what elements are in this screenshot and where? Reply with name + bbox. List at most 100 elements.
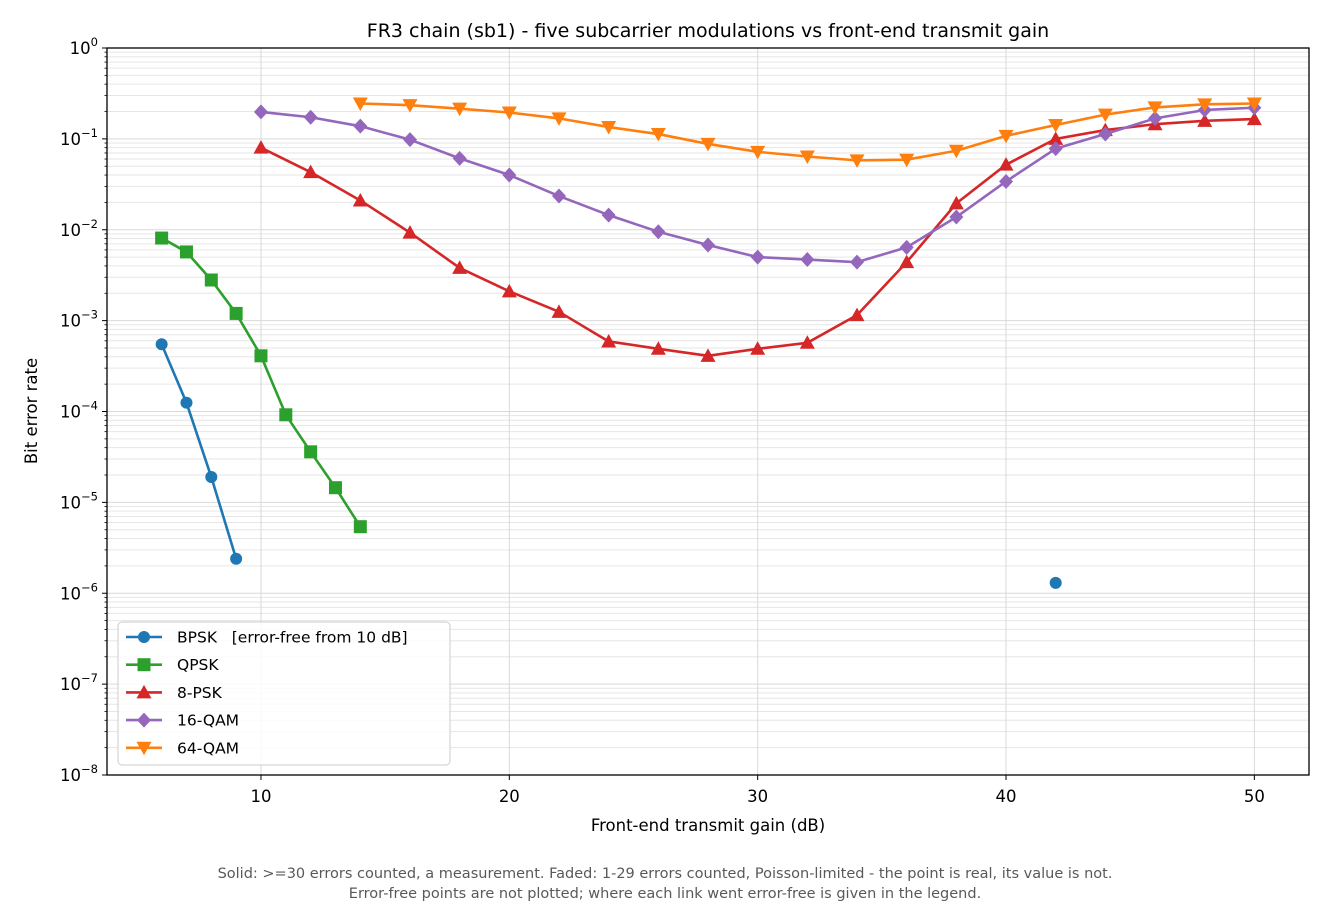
data-point <box>328 481 342 495</box>
data-point <box>999 173 1014 189</box>
data-point <box>800 252 815 268</box>
data-point <box>179 245 193 259</box>
series-line <box>160 343 238 560</box>
data-point <box>1048 131 1064 145</box>
series-square <box>155 231 367 534</box>
data-point <box>452 102 468 117</box>
data-point <box>650 341 666 355</box>
series-group <box>155 97 1262 589</box>
x-tick-label: 20 <box>499 787 520 806</box>
series-triangle-down <box>352 97 1262 168</box>
legend-item: QPSK <box>126 656 219 674</box>
x-tick-label: 50 <box>1244 787 1265 806</box>
caption-line-1: Solid: >=30 errors counted, a measuremen… <box>217 866 1113 882</box>
data-point <box>1197 98 1213 112</box>
data-point <box>1197 113 1213 127</box>
data-point <box>230 552 243 565</box>
y-tick-label: 10−4 <box>60 399 98 422</box>
legend-label: 16-QAM <box>177 712 239 730</box>
data-point <box>353 520 367 534</box>
y-axis-label: Bit error rate <box>22 358 41 464</box>
legend-label: 64-QAM <box>177 739 239 757</box>
legend-label: QPSK <box>177 656 219 674</box>
x-tick-label: 40 <box>996 787 1017 806</box>
x-axis-label: Front-end transmit gain (dB) <box>591 816 825 835</box>
data-point <box>180 396 193 409</box>
ber-chart: FR3 chain (sb1) - five subcarrier modula… <box>22 20 1310 835</box>
data-point <box>155 338 168 351</box>
data-point <box>799 150 815 164</box>
caption-line-2: Error-free points are not plotted; where… <box>348 886 982 902</box>
data-point <box>304 445 318 459</box>
data-point <box>1246 97 1262 112</box>
data-point <box>948 144 964 159</box>
y-tick-label: 100 <box>70 35 98 58</box>
data-point <box>205 471 218 484</box>
data-point <box>899 239 914 255</box>
data-point <box>1048 141 1063 157</box>
data-point <box>303 164 319 179</box>
legend-marker <box>138 631 150 643</box>
legend-marker <box>137 712 151 728</box>
data-point <box>501 283 517 298</box>
data-point <box>1097 108 1113 123</box>
data-point <box>601 121 617 135</box>
data-point <box>253 104 268 120</box>
y-tick-label: 10−6 <box>60 580 98 603</box>
legend-item: 8-PSK <box>126 684 223 702</box>
data-point <box>1049 576 1062 589</box>
data-point <box>502 167 517 183</box>
data-point <box>452 150 467 166</box>
data-point <box>701 237 715 253</box>
data-point <box>948 195 964 210</box>
data-point <box>352 192 368 207</box>
data-point <box>551 304 567 318</box>
x-tick-label: 30 <box>747 787 768 806</box>
data-point <box>204 273 218 287</box>
series-diamond <box>253 100 1262 270</box>
data-point <box>501 106 517 121</box>
data-point <box>651 224 666 240</box>
data-point <box>155 231 169 245</box>
data-point <box>254 349 268 363</box>
y-tick-label: 10−2 <box>60 217 98 240</box>
axes: 100 10−1 10−2 10−3 10−4 10−5 10−6 10−7 10−8 10 20 3… <box>60 35 1265 806</box>
data-point <box>750 145 766 160</box>
data-point <box>1098 126 1113 142</box>
legend-marker <box>137 658 151 672</box>
legend-marker <box>136 684 152 699</box>
data-point <box>601 333 617 348</box>
data-point <box>700 348 716 362</box>
data-point <box>229 306 243 320</box>
data-point <box>1148 110 1163 126</box>
legend-item: 64-QAM <box>126 739 239 757</box>
data-point <box>750 249 765 265</box>
legend: BPSK [error-free from 10 dB] QPSK 8-PSK 16-… <box>117 621 451 766</box>
data-point <box>998 157 1014 171</box>
data-point <box>1048 119 1064 133</box>
data-point <box>253 140 269 154</box>
legend-marker <box>136 741 152 756</box>
legend-label: BPSK [error-free from 10 dB] <box>177 629 408 647</box>
data-point <box>799 335 815 349</box>
y-tick-label: 10−1 <box>60 126 98 149</box>
data-point <box>279 408 293 422</box>
y-tick-label: 10−3 <box>60 308 98 331</box>
data-point <box>551 188 566 204</box>
data-point <box>352 97 368 112</box>
data-point <box>949 209 964 225</box>
data-point <box>1147 101 1163 115</box>
legend-item: 16-QAM <box>126 712 239 730</box>
series-circle <box>155 338 1062 589</box>
data-point <box>601 207 616 223</box>
data-point <box>402 99 418 113</box>
y-tick-label: 10−7 <box>60 671 98 694</box>
data-point <box>849 307 865 322</box>
data-point <box>899 153 915 168</box>
chart-title: FR3 chain (sb1) - five subcarrier modula… <box>367 20 1049 42</box>
data-point <box>899 254 915 269</box>
y-tick-label: 10−5 <box>60 489 98 512</box>
data-point <box>353 118 368 134</box>
data-point <box>650 128 666 142</box>
data-point <box>303 109 318 125</box>
